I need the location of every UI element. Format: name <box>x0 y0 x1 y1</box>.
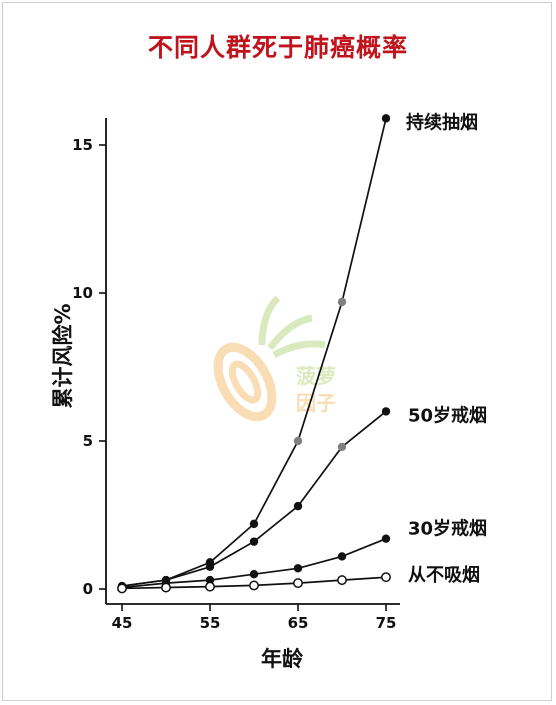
x-tick-label: 75 <box>376 614 397 632</box>
x-tick-label: 55 <box>200 614 221 632</box>
x-tick-label: 45 <box>112 614 133 632</box>
series-point <box>293 501 303 511</box>
y-axis-title: 累计风险% <box>51 303 75 408</box>
x-axis-title: 年龄 <box>261 647 304 671</box>
y-tick-label: 0 <box>83 580 93 598</box>
series-points <box>117 114 391 594</box>
series-point <box>293 578 303 589</box>
series-label: 50岁戒烟 <box>408 404 487 426</box>
watermark-text-line2: 因子 <box>296 391 336 415</box>
chart-title: 不同人群死于肺癌概率 <box>147 33 408 62</box>
series-point <box>117 583 127 594</box>
series-point <box>249 580 259 591</box>
series-point <box>293 436 303 446</box>
series-point <box>249 570 259 579</box>
series-point <box>381 407 391 416</box>
series-point <box>249 519 259 529</box>
series-point <box>381 534 391 543</box>
y-tick-label: 15 <box>72 136 93 154</box>
series-point <box>337 575 347 586</box>
series-label: 30岁戒烟 <box>408 518 487 540</box>
y-axis-ticks: 0 5 10 15 <box>72 136 106 598</box>
series-point <box>381 572 391 583</box>
x-tick-label: 65 <box>288 614 309 632</box>
series-point <box>293 564 303 573</box>
series-point <box>205 562 215 571</box>
x-axis-ticks: 45 55 65 75 <box>112 604 397 632</box>
series-point <box>161 582 171 593</box>
series-label: 持续抽烟 <box>406 111 478 133</box>
series-point <box>337 442 347 452</box>
pineapple-icon <box>213 295 326 422</box>
y-tick-label: 5 <box>83 432 93 450</box>
y-tick-label: 10 <box>72 284 93 302</box>
series-label: 从不吸烟 <box>408 564 480 586</box>
series-point <box>249 537 259 546</box>
watermark-logo: 菠萝 因子 <box>213 295 336 422</box>
series-line-2 <box>121 410 387 587</box>
series-point <box>205 581 215 592</box>
series-point <box>337 552 347 561</box>
series-point <box>381 114 391 123</box>
series-point <box>337 297 347 307</box>
